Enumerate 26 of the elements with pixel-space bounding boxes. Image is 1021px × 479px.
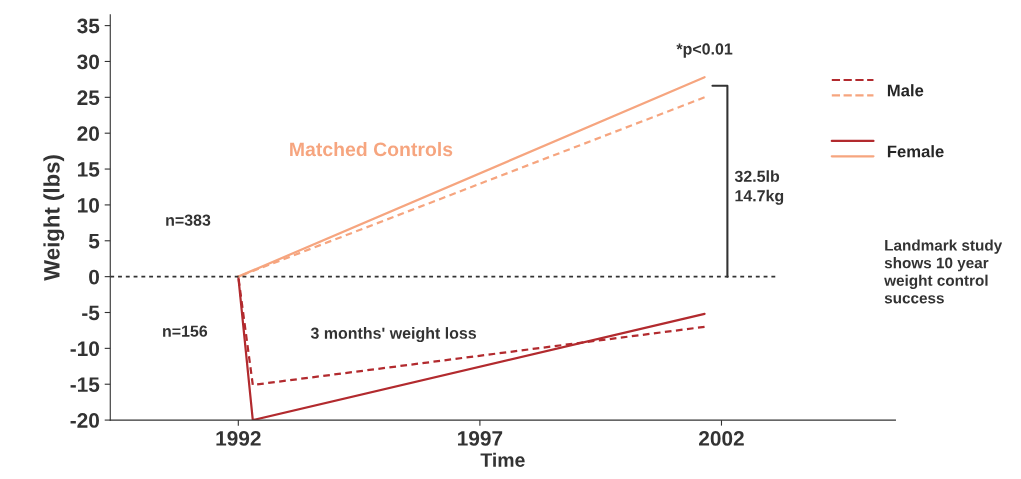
y-tick-label: -15: [70, 377, 100, 392]
x-tick-label: 1992: [216, 431, 261, 446]
annotation: Matched Controls: [290, 141, 453, 157]
annotation: 32.5lb 14.7kg: [734, 170, 784, 205]
legend-label: Female: [887, 145, 944, 158]
y-tick-label: 10: [77, 197, 99, 213]
y-axis-title: Weight (lbs): [43, 155, 65, 281]
y-tick-label: 5: [88, 233, 100, 249]
annotation: n=383: [166, 214, 211, 226]
x-tick-label: 2002: [699, 431, 744, 446]
annotation: *p<0.01: [676, 43, 733, 58]
y-tick-label: -20: [70, 413, 99, 428]
y-tick-label: 15: [77, 162, 100, 177]
y-tick-label: 20: [77, 126, 99, 141]
y-tick-label: -10: [70, 341, 99, 357]
annotation: n=156: [163, 325, 208, 337]
y-tick-label: 25: [77, 90, 100, 106]
y-tick-label: 30: [77, 54, 99, 70]
y-tick-label: 0: [89, 269, 99, 285]
annotation: 3 months' weight loss: [310, 327, 477, 343]
x-axis-title: Time: [480, 452, 525, 467]
legend-label: Male: [887, 84, 924, 97]
y-tick-label: 35: [77, 18, 100, 34]
annotation: Landmark study shows 10 year weight control success: [884, 239, 1003, 304]
x-tick-label: 1997: [458, 431, 503, 446]
y-tick-label: -5: [82, 305, 100, 321]
